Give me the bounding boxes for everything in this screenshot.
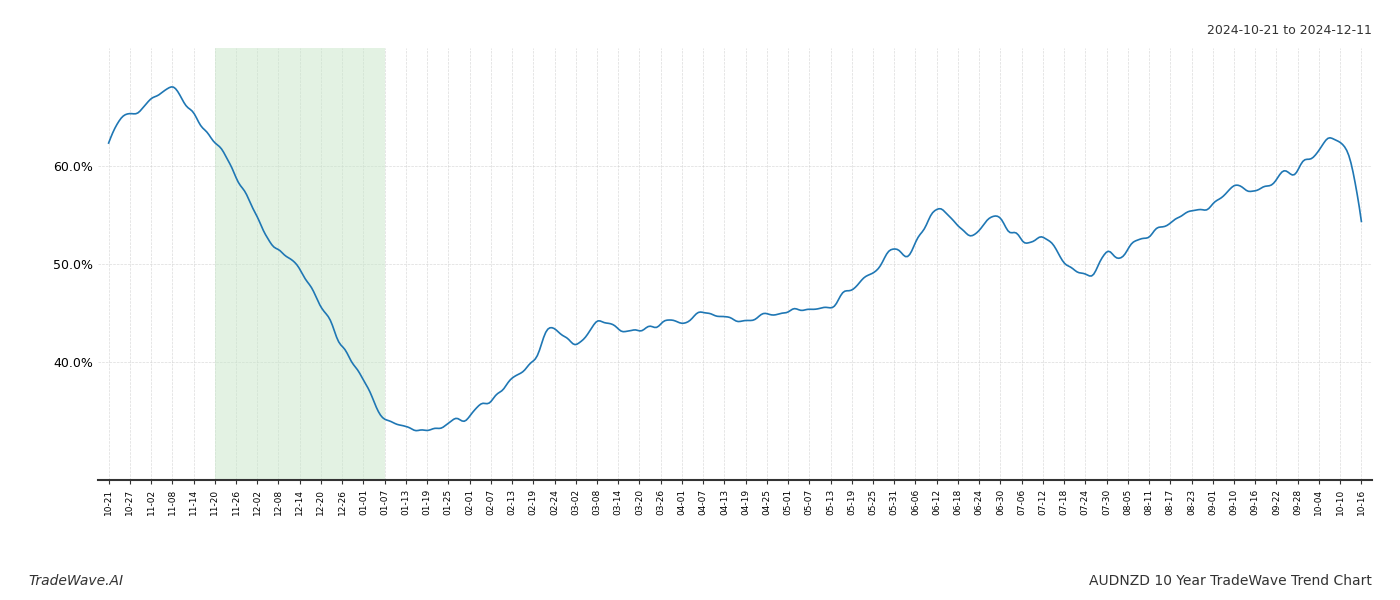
Bar xyxy=(214,48,385,480)
Text: 2024-10-21 to 2024-12-11: 2024-10-21 to 2024-12-11 xyxy=(1207,24,1372,37)
Text: AUDNZD 10 Year TradeWave Trend Chart: AUDNZD 10 Year TradeWave Trend Chart xyxy=(1089,574,1372,588)
Text: TradeWave.AI: TradeWave.AI xyxy=(28,574,123,588)
